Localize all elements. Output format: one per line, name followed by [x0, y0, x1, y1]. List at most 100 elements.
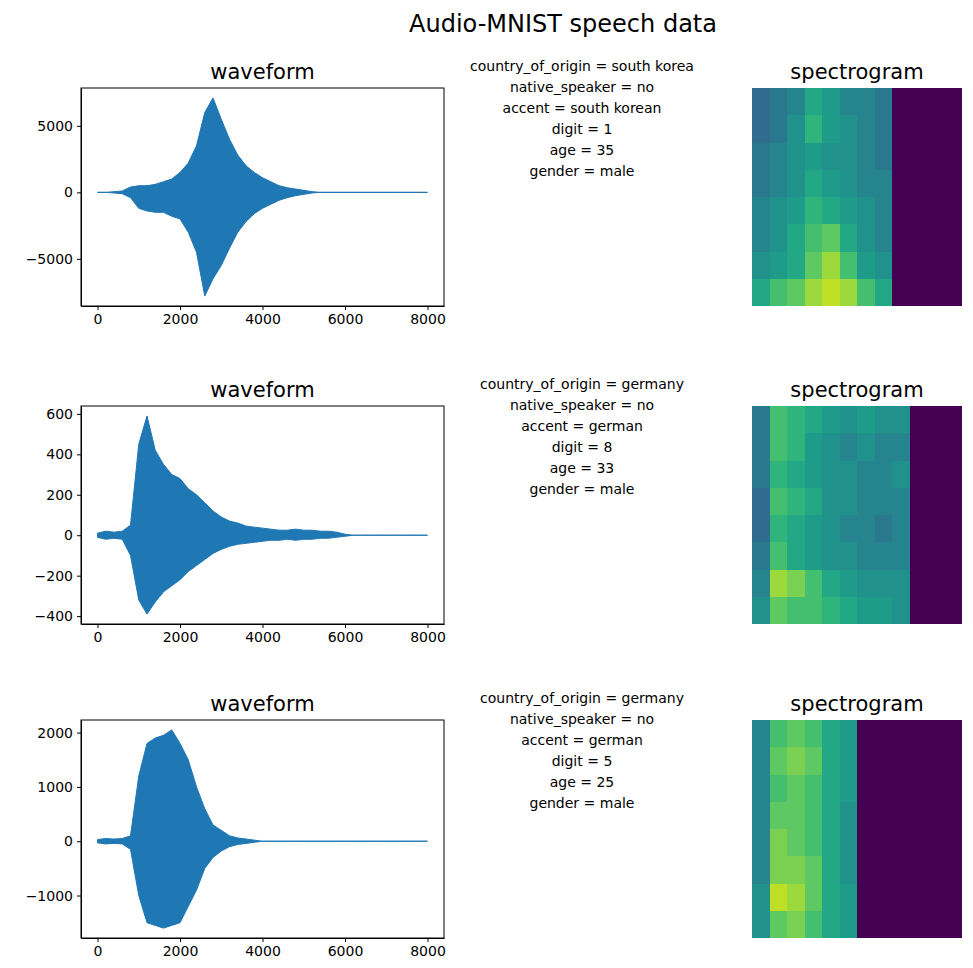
heatmap-area: [752, 720, 962, 938]
y-tick-mark: [77, 787, 81, 788]
spectrogram-cell: [875, 115, 893, 143]
spectrogram-cell: [752, 856, 770, 884]
spectrogram-cell: [910, 720, 928, 748]
spectrogram-cell: [927, 515, 945, 543]
spectrogram-cell: [840, 461, 858, 489]
spectrogram-cell: [805, 488, 823, 516]
spectrogram-cell: [770, 170, 788, 198]
y-tick-label: −5000: [26, 251, 73, 267]
spectrogram-cell: [910, 279, 928, 306]
spectrogram-cell: [805, 115, 823, 143]
spectrogram-cell: [892, 461, 910, 489]
y-tick: 400: [46, 446, 81, 462]
spectrogram-cell: [787, 856, 805, 884]
spectrogram-cell: [840, 252, 858, 280]
spectrogram-cell: [875, 252, 893, 280]
panel-title: spectrogram: [790, 60, 923, 84]
spectrogram-cell: [770, 856, 788, 884]
spectrogram-cell: [770, 143, 788, 171]
spectrogram-cell: [927, 279, 945, 306]
x-tick-mark: [180, 306, 181, 310]
spectrogram-cell: [805, 829, 823, 857]
figure-title: Audio-MNIST speech data: [409, 10, 717, 38]
metadata-line: native_speaker = no: [510, 711, 654, 727]
spectrogram-cell: [770, 570, 788, 598]
spectrogram-cell: [875, 884, 893, 912]
spectrogram-cell: [770, 461, 788, 489]
spectrogram-cell: [787, 197, 805, 225]
spectrogram-cell: [910, 197, 928, 225]
spectrogram-cell: [770, 224, 788, 252]
spectrogram-cell: [945, 433, 963, 461]
spectrogram-cell: [927, 252, 945, 280]
spectrogram-cell: [892, 597, 910, 624]
spectrogram-cell: [840, 597, 858, 624]
spectrogram-cell: [857, 488, 875, 516]
spectrogram-cell: [857, 720, 875, 748]
x-tick: 6000: [328, 938, 364, 959]
waveform-area: [98, 730, 428, 928]
spectrogram-cell: [892, 775, 910, 803]
spectrogram-cell: [927, 488, 945, 516]
spectrogram-cell: [805, 143, 823, 171]
x-tick-label: 0: [94, 629, 103, 645]
spectrogram-cell: [892, 515, 910, 543]
spectrogram-cell: [910, 829, 928, 857]
spectrogram-cell: [927, 88, 945, 116]
spectrogram-cell: [752, 911, 770, 938]
spectrogram-cell: [805, 515, 823, 543]
spectrogram-cell: [945, 461, 963, 489]
spectrogram-cell: [910, 433, 928, 461]
metadata-line: native_speaker = no: [510, 397, 654, 413]
y-tick-mark: [77, 495, 81, 496]
metadata-line: accent = german: [521, 732, 643, 748]
spectrogram-cell: [875, 911, 893, 938]
spectrogram-cell: [770, 488, 788, 516]
spectrogram-cell: [752, 542, 770, 570]
spectrogram-cell: [910, 406, 928, 434]
spectrogram-cell: [805, 720, 823, 748]
spectrogram-panel: spectrogram: [752, 378, 963, 625]
spectrogram-cell: [875, 143, 893, 171]
spectrogram-cell: [857, 802, 875, 830]
spectrogram-cell: [822, 488, 840, 516]
spectrogram-cell: [752, 115, 770, 143]
spectrogram-cell: [840, 911, 858, 938]
y-tick-label: 2000: [37, 725, 73, 741]
spectrogram-cell: [770, 88, 788, 116]
spectrogram-cell: [805, 597, 823, 624]
metadata-line: digit = 1: [552, 121, 613, 137]
spectrogram-cell: [875, 570, 893, 598]
x-tick-mark: [263, 938, 264, 942]
spectrogram-cell: [787, 88, 805, 116]
spectrogram-cell: [875, 170, 893, 198]
spectrogram-cell: [840, 856, 858, 884]
x-tick-mark: [345, 624, 346, 628]
spectrogram-cell: [927, 747, 945, 775]
spectrogram-cell: [805, 461, 823, 489]
spectrogram-cell: [822, 461, 840, 489]
x-axis: 02000400060008000: [82, 624, 446, 645]
x-tick-label: 6000: [328, 311, 364, 327]
spectrogram-cell: [875, 461, 893, 489]
spectrogram-cell: [927, 433, 945, 461]
y-tick: −400: [35, 608, 81, 624]
spectrogram-cell: [805, 802, 823, 830]
spectrogram-cell: [892, 570, 910, 598]
spectrogram-cell: [787, 570, 805, 598]
spectrogram-cell: [857, 433, 875, 461]
spectrogram-cell: [770, 252, 788, 280]
y-axis: −400−2000200400600: [35, 406, 82, 625]
spectrogram-cell: [857, 88, 875, 116]
y-tick-label: −1000: [26, 888, 73, 904]
spectrogram-cell: [822, 252, 840, 280]
spectrogram-cell: [840, 170, 858, 198]
spectrogram-cell: [840, 224, 858, 252]
spectrogram-cell: [752, 406, 770, 434]
spectrogram-cell: [805, 224, 823, 252]
spectrogram-cell: [945, 747, 963, 775]
spectrogram-cell: [840, 406, 858, 434]
spectrogram-cell: [857, 856, 875, 884]
spectrogram-cell: [857, 597, 875, 624]
spectrogram-cell: [892, 911, 910, 938]
